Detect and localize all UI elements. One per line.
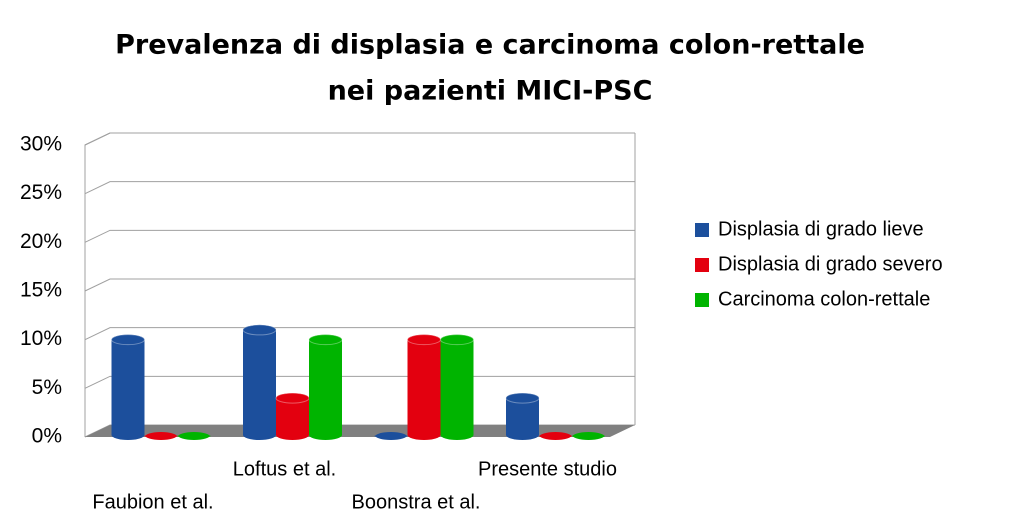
y-tick-label: 5% xyxy=(32,376,62,399)
grid-line xyxy=(84,327,635,341)
y-tick-label: 0% xyxy=(32,425,62,448)
bar-top xyxy=(505,392,540,404)
bar-top xyxy=(407,334,441,346)
grid-line xyxy=(84,229,635,243)
legend-swatch xyxy=(695,258,709,272)
y-tick-label: 30% xyxy=(20,133,62,156)
chart-title-line: nei pazienti MICI-PSC xyxy=(328,76,653,107)
x-tick-label: Presente studio xyxy=(478,458,617,480)
bar-top xyxy=(275,392,310,404)
chart-title-line: Prevalenza di displasia e carcinoma colo… xyxy=(115,30,865,61)
y-tick-label: 20% xyxy=(20,230,62,253)
bar xyxy=(374,432,408,440)
legend-swatch xyxy=(695,223,709,237)
y-tick-label: 25% xyxy=(20,181,62,204)
x-tick-label: Boonstra et al. xyxy=(352,491,481,513)
x-tick-label: Faubion et al. xyxy=(92,491,213,513)
y-tick-label: 10% xyxy=(20,327,62,350)
bar xyxy=(506,393,539,440)
x-tick-label: Loftus et al. xyxy=(233,458,336,480)
bar xyxy=(276,393,309,440)
bar xyxy=(177,432,211,440)
bar-top xyxy=(242,324,277,336)
bar-top xyxy=(111,334,145,346)
grid-line xyxy=(84,278,635,292)
legend-label: Displasia di grado severo xyxy=(718,253,943,275)
bar-top xyxy=(440,334,474,346)
legend-swatch xyxy=(695,293,709,307)
bar-top xyxy=(308,334,343,346)
bar xyxy=(539,432,572,440)
bar xyxy=(111,334,145,440)
bar xyxy=(243,324,276,440)
legend-label: Displasia di grado lieve xyxy=(718,218,924,240)
grid-line xyxy=(84,132,635,146)
bar xyxy=(407,334,441,440)
bar xyxy=(440,334,474,440)
grid-line xyxy=(84,181,635,195)
y-tick-label: 15% xyxy=(20,279,62,302)
bar xyxy=(572,432,605,440)
bar xyxy=(309,334,342,440)
bar xyxy=(144,432,178,440)
floor xyxy=(85,425,635,437)
legend-label: Carcinoma colon-rettale xyxy=(718,288,930,310)
grid-line xyxy=(84,375,635,389)
